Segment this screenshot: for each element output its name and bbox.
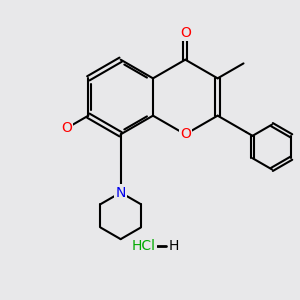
- Text: O: O: [180, 26, 191, 40]
- Text: N: N: [116, 186, 126, 200]
- Text: O: O: [180, 127, 191, 141]
- Text: HCl: HCl: [132, 238, 156, 253]
- Text: H: H: [169, 238, 179, 253]
- Text: O: O: [61, 122, 72, 135]
